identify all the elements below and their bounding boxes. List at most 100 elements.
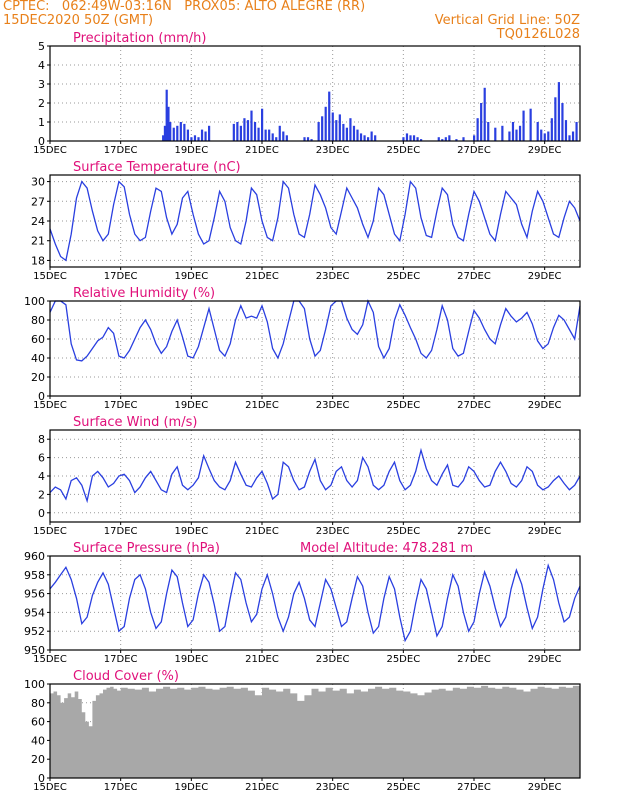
precip-bar [349, 118, 352, 141]
y-tick-label: 80 [31, 314, 45, 327]
x-tick-label: 25DEC [386, 526, 420, 537]
precip-bar [420, 139, 423, 141]
y-tick-label: 27 [31, 195, 45, 208]
y-tick-label: 0 [38, 507, 45, 520]
precip-bar [522, 110, 525, 141]
precip-bar [331, 112, 334, 141]
x-tick-label: 15DEC [33, 271, 67, 282]
precip-bar [285, 135, 288, 141]
series-line [49, 447, 581, 504]
panel-frame [49, 45, 581, 142]
precip-bar [518, 125, 522, 141]
y-tick-label: 6 [38, 452, 45, 465]
y-tick-label: 954 [24, 606, 45, 619]
x-tick-label: 29DEC [528, 145, 562, 156]
precip-bar [176, 125, 179, 141]
precip-bar [543, 133, 546, 141]
precip-bar [278, 125, 281, 141]
y-tick-label: 100 [24, 295, 45, 308]
precip-bar [236, 122, 239, 141]
precip-bar [494, 127, 497, 141]
y-tick-label: 30 [31, 176, 45, 189]
x-tick-label: 25DEC [386, 145, 420, 156]
precip-bar [253, 122, 257, 141]
precip-bar [374, 135, 377, 141]
x-tick-label: 21DEC [245, 654, 279, 665]
x-tick-label: 21DEC [245, 400, 279, 411]
precip-bar [282, 131, 285, 141]
precip-bar [412, 135, 416, 141]
panel-4: 0 2 4 6 8 15DEC 17DEC 19DEC 21DEC 23DEC 25DEC 27DEC… [33, 415, 581, 537]
x-tick-label: 21DEC [245, 271, 279, 282]
precip-bar [508, 131, 511, 141]
precip-bar [197, 137, 200, 141]
precip-bar [363, 135, 366, 141]
y-tick-label: 958 [24, 569, 45, 582]
precip-bar [338, 114, 341, 141]
precip-bar [409, 135, 412, 141]
panel-frame [49, 300, 581, 397]
precip-bar [550, 118, 553, 141]
precip-bar [483, 87, 486, 141]
x-tick-label: 29DEC [528, 271, 562, 282]
y-tick-label: 950 [24, 644, 45, 657]
panel-3: 0 20 40 60 80 100 15DEC 17DEC 19DEC 21DEC 23DEC 25D… [24, 286, 581, 411]
x-tick-label: 25DEC [386, 271, 420, 282]
precip-bar [359, 133, 363, 141]
panel-title: Surface Wind (m/s) [73, 415, 197, 430]
precip-bar [370, 131, 373, 141]
y-tick-label: 0 [38, 135, 45, 148]
y-tick-label: 8 [38, 433, 45, 446]
precip-bar [306, 137, 310, 141]
panel-2: 18 21 24 27 30 15DEC 17DEC 19DEC 21DEC 23DEC 25DEC… [31, 160, 581, 282]
precip-bar [190, 137, 193, 141]
precip-bar [264, 129, 267, 141]
x-tick-label: 25DEC [386, 782, 420, 793]
x-tick-label: 27DEC [457, 782, 491, 793]
x-tick-label: 15DEC [33, 526, 67, 537]
y-tick-label: 60 [31, 716, 45, 729]
x-tick-label: 17DEC [104, 145, 138, 156]
precip-bar [275, 137, 278, 141]
x-tick-label: 21DEC [245, 526, 279, 537]
precip-bar [303, 137, 306, 141]
x-tick-label: 27DEC [457, 654, 491, 665]
cloud-area [50, 685, 580, 778]
precip-bar [561, 103, 564, 141]
x-tick-label: 23DEC [316, 782, 350, 793]
precip-bar [571, 131, 575, 141]
precip-bar [501, 125, 504, 141]
x-tick-label: 15DEC [33, 400, 67, 411]
y-tick-label: 80 [31, 697, 45, 710]
panel-1: 0 1 2 3 4 5 15DEC 17DEC 19DEC 21DEC 23DEC 25DEC 27DE… [33, 31, 581, 156]
x-tick-label: 19DEC [174, 654, 208, 665]
panel-title: Surface Pressure (hPa) [73, 541, 220, 556]
panel-5: 950 952 954 956 958 960 15DEC 17DEC 19DEC 21DEC 23… [24, 541, 581, 665]
panel-title: Surface Temperature (nC) [73, 160, 241, 175]
x-tick-label: 15DEC [33, 782, 67, 793]
y-tick-label: 2 [38, 488, 45, 501]
header-line1: CPTEC: 062:49W-03:16N PROX05: ALTO ALEGR… [3, 0, 366, 14]
series-line [49, 563, 581, 643]
precip-bar [162, 135, 165, 141]
x-tick-label: 19DEC [174, 526, 208, 537]
y-tick-label: 18 [31, 254, 45, 267]
precip-bar [183, 123, 186, 141]
y-tick-label: 960 [24, 550, 45, 563]
precip-bar [268, 129, 271, 141]
x-tick-label: 17DEC [104, 782, 138, 793]
series-line [49, 180, 581, 262]
y-tick-label: 24 [31, 215, 45, 228]
precip-bar [444, 137, 447, 141]
y-tick-label: 1 [38, 116, 45, 129]
x-tick-label: 27DEC [457, 526, 491, 537]
x-tick-label: 15DEC [33, 654, 67, 665]
precip-bar [536, 122, 539, 141]
precip-bar [547, 131, 550, 141]
precip-bar [575, 122, 578, 141]
precip-bar [163, 125, 167, 141]
header-grid-note: Vertical Grid Line: 50Z [434, 13, 580, 28]
precip-bar [564, 120, 568, 141]
x-tick-label: 27DEC [457, 271, 491, 282]
